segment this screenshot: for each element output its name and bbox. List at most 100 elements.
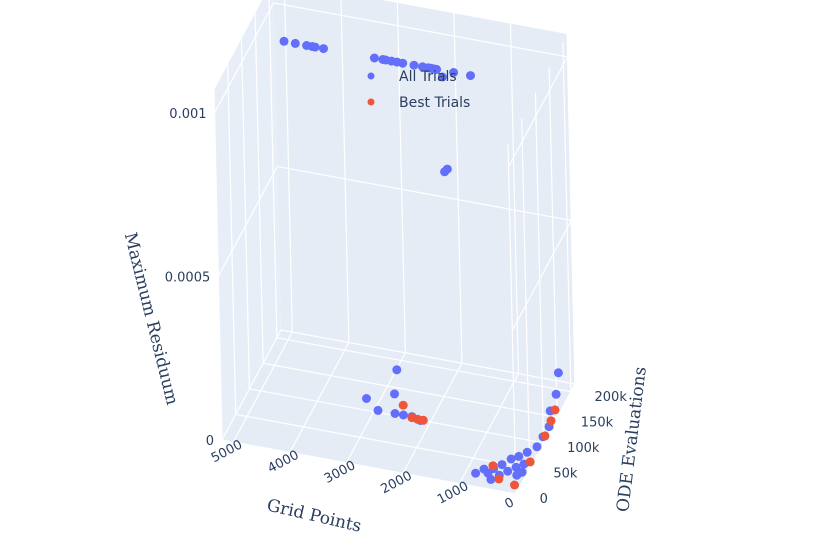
- y-grid-wall: [227, 64, 237, 415]
- y-grid-floor: [235, 413, 530, 470]
- all-trials-point[interactable]: [319, 44, 328, 54]
- z-grid-side: [217, 166, 278, 277]
- axis-panes: [214, 0, 575, 494]
- y-grid-right: [534, 92, 545, 443]
- z-grid-side: [213, 2, 275, 114]
- y-tick-label: 200k: [595, 390, 628, 405]
- right-wall-pane: [508, 34, 575, 494]
- all-trials-point[interactable]: [432, 64, 442, 74]
- all-trials-point[interactable]: [390, 389, 399, 399]
- x-grid-floor: [289, 342, 350, 453]
- y-grid-right: [521, 118, 531, 469]
- best-trials-point[interactable]: [525, 457, 535, 467]
- y-axis-title: ODE Evaluations: [613, 366, 651, 514]
- series-all-trials: [279, 36, 563, 484]
- all-trials-point[interactable]: [553, 368, 563, 378]
- x-tick-label: 3000: [322, 458, 358, 487]
- back-wall-pane: [273, 0, 575, 384]
- legend-label-all-trials: All Trials: [399, 69, 457, 85]
- x-tick-label: 1000: [435, 479, 471, 508]
- all-trials-point[interactable]: [398, 410, 408, 420]
- x-grid-floor: [458, 373, 519, 484]
- all-trials-point[interactable]: [392, 365, 402, 375]
- y-grid-wall: [268, 0, 278, 338]
- all-trials-point[interactable]: [362, 394, 371, 403]
- x-tick-label: 4000: [265, 448, 301, 477]
- y-grid-wall: [240, 38, 251, 389]
- all-trials-point[interactable]: [522, 447, 532, 457]
- y-grid-wall: [213, 89, 223, 441]
- all-trials-point[interactable]: [390, 409, 400, 418]
- legend-item-best-trials[interactable]: Best Trials: [367, 95, 471, 111]
- y-tick-label: 100k: [567, 441, 600, 456]
- y-grid-right: [507, 143, 517, 495]
- x-grid-floor: [402, 362, 463, 474]
- all-trials-point[interactable]: [466, 71, 475, 81]
- z-grid-back: [273, 2, 568, 58]
- z-axis-title: Maximum Residuum: [120, 230, 182, 407]
- all-trials-point[interactable]: [503, 466, 513, 476]
- all-trials-point[interactable]: [373, 405, 383, 415]
- best-trials-point[interactable]: [494, 474, 504, 484]
- best-trials-point[interactable]: [418, 415, 428, 425]
- all-trials-point[interactable]: [497, 460, 507, 470]
- all-trials-point[interactable]: [290, 38, 300, 48]
- side-wall-pane: [214, 0, 281, 440]
- all-trials-point[interactable]: [514, 451, 524, 461]
- legend-marker-best-trials: [367, 98, 375, 106]
- all-trials-point[interactable]: [437, 72, 447, 82]
- all-trials-point[interactable]: [511, 462, 521, 472]
- x-grid-wall: [509, 23, 520, 374]
- x-grid-floor: [232, 331, 293, 443]
- all-trials-point[interactable]: [517, 467, 527, 477]
- y-grid-right: [562, 41, 572, 392]
- y-tick-label: 50k: [553, 467, 578, 482]
- all-trials-point[interactable]: [449, 68, 459, 77]
- legend-item-all-trials[interactable]: All Trials: [367, 69, 457, 85]
- all-trials-point[interactable]: [532, 442, 542, 452]
- all-trials-point[interactable]: [442, 164, 452, 174]
- best-trials-point[interactable]: [550, 405, 560, 415]
- y-grid-floor: [221, 439, 517, 495]
- best-trials-point[interactable]: [540, 431, 550, 441]
- all-trials-point[interactable]: [369, 53, 379, 63]
- z-grid-back: [280, 329, 576, 385]
- all-trials-point[interactable]: [310, 42, 320, 52]
- best-trials-point[interactable]: [488, 461, 498, 471]
- x-grid-wall: [566, 33, 576, 385]
- data-points: [279, 36, 563, 490]
- y-grid-right: [548, 67, 558, 418]
- best-trials-point[interactable]: [398, 400, 408, 410]
- legend-label-best-trials: Best Trials: [399, 95, 470, 111]
- z-tick-label: 0: [206, 434, 214, 449]
- all-trials-point[interactable]: [471, 468, 481, 478]
- z-grid-right: [511, 220, 572, 331]
- y-tick-label: 0: [540, 492, 548, 507]
- all-trials-point[interactable]: [551, 389, 561, 399]
- x-tick-label: 2000: [378, 469, 414, 498]
- best-trials-point[interactable]: [546, 416, 556, 426]
- y-grid-floor: [263, 362, 558, 418]
- x-tick-label: 5000: [209, 437, 245, 466]
- x-axis-title: Grid Points: [265, 496, 363, 537]
- z-grid-back: [277, 165, 572, 222]
- z-tick-label: 0.0005: [165, 270, 211, 285]
- legend[interactable]: All Trials Best Trials: [367, 69, 471, 111]
- legend-marker-all-trials: [367, 72, 375, 80]
- y-grid-wall: [254, 13, 264, 364]
- series-best-trials: [398, 400, 560, 490]
- z-grid-side: [221, 329, 282, 441]
- all-trials-point[interactable]: [506, 454, 516, 464]
- all-trials-point[interactable]: [398, 58, 408, 68]
- x-tick-label: 0: [502, 495, 516, 512]
- all-trials-point[interactable]: [279, 36, 289, 46]
- z-tick-label: 0.001: [169, 107, 206, 122]
- y-grid-floor: [276, 337, 571, 393]
- best-trials-point[interactable]: [510, 480, 519, 490]
- z-grid-right: [507, 56, 569, 168]
- x-grid-wall: [340, 0, 350, 343]
- all-trials-point[interactable]: [409, 60, 419, 70]
- all-trials-point[interactable]: [486, 474, 496, 484]
- y-tick-label: 150k: [581, 415, 614, 430]
